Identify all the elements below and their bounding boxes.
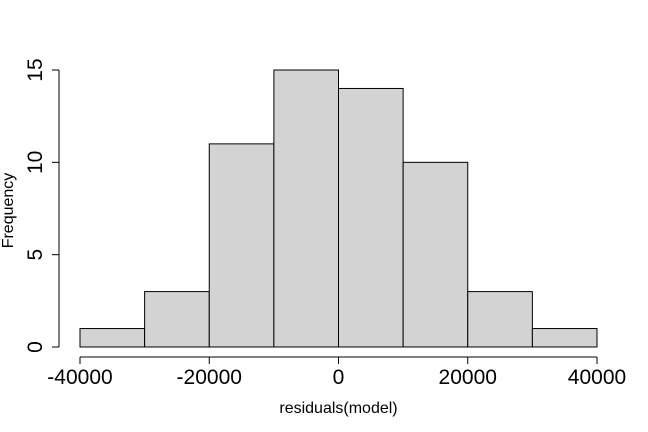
y-tick-label: 10 <box>24 151 47 174</box>
histogram-bar <box>467 291 533 348</box>
histogram-bar <box>79 328 146 348</box>
histogram-bar <box>402 161 469 348</box>
histogram-bar <box>144 291 210 348</box>
y-axis: 0 5 10 15 <box>24 58 60 353</box>
x-tick-label: 0 <box>333 366 345 389</box>
y-axis-label: Frequency <box>0 173 17 249</box>
histogram-bars <box>79 69 598 348</box>
histogram-bar <box>531 328 598 348</box>
x-tick-label: 40000 <box>568 366 626 389</box>
x-tick-label: -20000 <box>177 366 242 389</box>
x-axis-label: residuals(model) <box>279 400 397 417</box>
y-tick-label: 0 <box>24 341 47 353</box>
histogram-bar <box>273 69 339 348</box>
histogram-bar <box>208 143 275 348</box>
x-tick-label: 20000 <box>439 366 497 389</box>
x-axis: -40000 -20000 0 20000 40000 <box>47 356 626 389</box>
x-tick-label: -40000 <box>47 366 112 389</box>
y-tick-label: 5 <box>24 249 47 261</box>
histogram-bar <box>338 87 404 348</box>
y-tick-label: 15 <box>24 58 47 81</box>
